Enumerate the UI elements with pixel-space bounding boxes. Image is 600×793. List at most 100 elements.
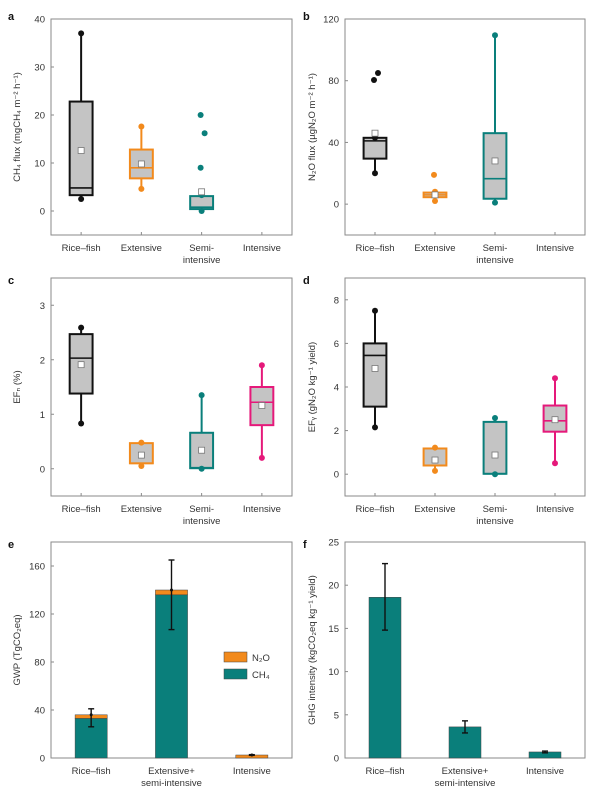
- y-tick-label: 10: [328, 667, 339, 678]
- mean-marker: [137, 451, 145, 459]
- box-group: [189, 392, 215, 472]
- y-tick-label: 0: [40, 464, 45, 475]
- bar: [368, 597, 402, 759]
- min-marker: [258, 454, 265, 461]
- min-marker: [492, 199, 498, 206]
- mean-marker: [491, 451, 499, 459]
- y-tick-label: 160: [29, 562, 45, 573]
- x-tick-label: Extensive+: [442, 766, 489, 777]
- box-group: [68, 30, 94, 202]
- box-group: [422, 171, 448, 205]
- x-tick-label: Extensive: [121, 243, 162, 254]
- mean-marker: [198, 188, 206, 196]
- box-group: [482, 32, 508, 206]
- outlier-point: [375, 70, 381, 76]
- x-tick-label: Semi-: [483, 504, 508, 515]
- min-marker: [138, 185, 145, 192]
- y-axis-label: GWP (TgCO₂eq): [12, 614, 23, 685]
- plot-frame: [344, 18, 586, 236]
- x-tick-label: Intensive: [526, 766, 564, 777]
- min-marker: [552, 460, 558, 467]
- y-tick-label: 2: [334, 426, 339, 437]
- panel-c: c 0 1 2 3 Rice–fish Extensive Semi-intensive Int…: [8, 275, 293, 527]
- x-tick-label: Intensive: [243, 504, 281, 515]
- panel-b: b 0 40 80 120 Rice–fish Extensive Semi-intensiv…: [303, 11, 586, 266]
- outlier-point: [371, 76, 377, 83]
- mean-marker: [371, 129, 379, 137]
- x-tick-label: Rice–fish: [365, 766, 404, 777]
- box-group: [482, 414, 508, 478]
- plot-frame: [50, 18, 293, 236]
- x-tick-label: Semi-: [189, 243, 214, 254]
- y-tick-label: 4: [334, 383, 339, 394]
- error-center: [250, 753, 254, 757]
- panel-label: b: [303, 11, 310, 23]
- error-center: [170, 588, 173, 592]
- y-tick-label: 120: [323, 15, 339, 26]
- y-tick-label: 0: [334, 200, 339, 211]
- y-tick-label: 30: [34, 63, 45, 74]
- x-tick-label: Rice–fish: [355, 243, 394, 254]
- y-tick-label: 3: [40, 301, 45, 312]
- y-tick-label: 80: [34, 658, 45, 669]
- max-marker: [552, 375, 558, 382]
- mean-marker: [431, 456, 439, 464]
- y-tick-label: 5: [334, 710, 339, 721]
- y-tick-label: 25: [328, 538, 339, 549]
- outlier-point: [197, 164, 204, 171]
- x-tick-label: Extensive: [414, 243, 455, 254]
- outlier-point: [197, 112, 204, 118]
- y-axis-label: EFᵧ (gN₂O kg⁻¹ yield): [307, 342, 318, 432]
- box-group: [68, 324, 94, 427]
- mean-marker: [258, 402, 266, 409]
- y-tick-label: 120: [29, 610, 45, 621]
- x-tick-label: Rice–fish: [62, 504, 101, 515]
- x-tick-label: Intensive: [536, 504, 574, 515]
- max-marker: [432, 444, 438, 451]
- max-marker: [78, 30, 85, 37]
- min-marker: [78, 196, 85, 202]
- y-tick-label: 1: [40, 410, 45, 421]
- y-tick-label: 20: [328, 581, 339, 592]
- y-tick-label: 2: [40, 355, 45, 366]
- max-marker: [492, 32, 498, 39]
- x-tick-label: Semi-: [189, 504, 214, 515]
- y-tick-label: 10: [34, 159, 45, 170]
- panel-label: f: [303, 539, 307, 551]
- x-tick-label: Rice–fish: [355, 504, 394, 515]
- box-group: [362, 70, 388, 177]
- min-marker: [78, 420, 85, 427]
- y-tick-label: 8: [334, 295, 339, 306]
- plot-frame: [50, 277, 293, 497]
- y-tick-label: 80: [328, 76, 339, 87]
- x-tick-label: semi-intensive: [141, 778, 202, 789]
- max-marker: [138, 439, 145, 446]
- min-marker: [372, 170, 378, 177]
- y-tick-label: 0: [334, 754, 339, 765]
- outlier-point: [431, 171, 437, 178]
- panel-label: c: [8, 275, 14, 287]
- panel-d: d 0 2 4 6 8 Rice–fish Extensive Semi-intensive In…: [303, 275, 586, 527]
- max-marker: [198, 392, 205, 399]
- box-group: [249, 362, 275, 461]
- y-tick-label: 20: [34, 111, 45, 122]
- panel-f: f 0 5 10 15 20 25 Rice–fish Extensive+semi-inten…: [303, 538, 586, 789]
- max-marker: [492, 414, 498, 421]
- y-tick-label: 0: [334, 470, 339, 481]
- y-axis-label: GHG intensity (kgCO₂eq kg⁻¹ yield): [307, 575, 318, 725]
- x-tick-label: Extensive: [414, 504, 455, 515]
- y-axis-label: EFₙ (%): [12, 370, 23, 403]
- y-tick-label: 0: [40, 754, 45, 765]
- x-tick-label: Extensive+: [148, 766, 195, 777]
- y-tick-label: 40: [34, 706, 45, 717]
- y-tick-label: 0: [40, 207, 45, 218]
- max-marker: [372, 307, 378, 314]
- box: [482, 132, 508, 200]
- y-tick-label: 6: [334, 339, 339, 350]
- box: [482, 420, 508, 475]
- x-tick-label: intensive: [183, 255, 221, 266]
- mean-marker: [77, 361, 85, 369]
- min-marker: [492, 471, 498, 478]
- max-marker: [138, 123, 145, 130]
